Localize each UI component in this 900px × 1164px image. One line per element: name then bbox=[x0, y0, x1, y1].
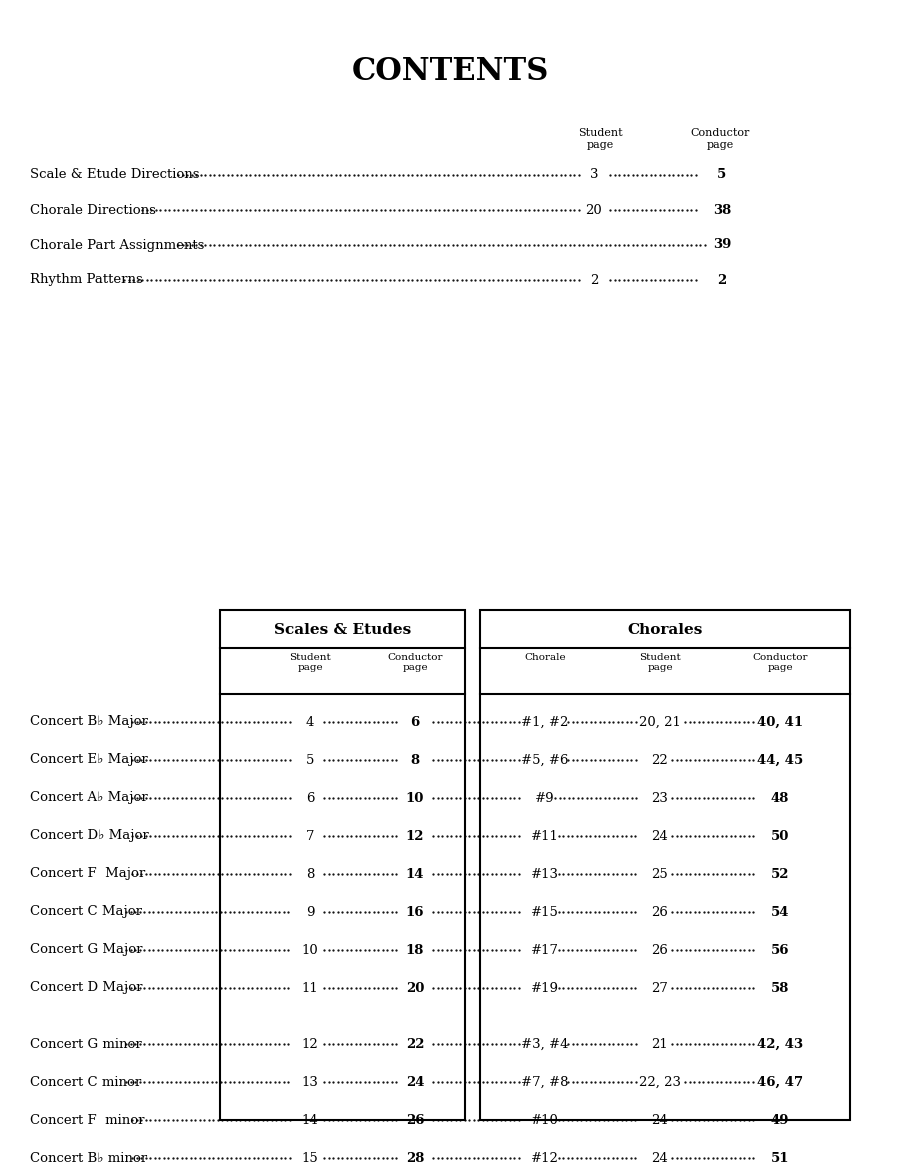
Text: 7: 7 bbox=[306, 830, 314, 843]
Text: 2: 2 bbox=[590, 274, 598, 286]
Text: 11: 11 bbox=[302, 981, 319, 994]
Text: #11: #11 bbox=[531, 830, 559, 843]
Text: 6: 6 bbox=[306, 792, 314, 804]
Text: Chorale Part Assignments: Chorale Part Assignments bbox=[30, 239, 204, 251]
Text: 27: 27 bbox=[652, 981, 669, 994]
Text: Concert A♭ Major: Concert A♭ Major bbox=[30, 792, 148, 804]
Text: #9: #9 bbox=[536, 792, 554, 804]
Text: 21: 21 bbox=[652, 1037, 669, 1050]
Text: #13: #13 bbox=[531, 867, 559, 880]
Text: Concert G minor: Concert G minor bbox=[30, 1037, 142, 1050]
Text: 56: 56 bbox=[770, 944, 789, 957]
Text: Chorale Directions: Chorale Directions bbox=[30, 204, 156, 217]
Text: Concert E♭ Major: Concert E♭ Major bbox=[30, 753, 148, 767]
Text: 38: 38 bbox=[713, 204, 731, 217]
Text: Concert B♭ minor: Concert B♭ minor bbox=[30, 1151, 147, 1164]
Text: #3, #4: #3, #4 bbox=[521, 1037, 569, 1050]
Text: 15: 15 bbox=[302, 1151, 319, 1164]
Text: 14: 14 bbox=[302, 1114, 319, 1127]
Text: 24: 24 bbox=[652, 1151, 669, 1164]
Text: 13: 13 bbox=[302, 1076, 319, 1088]
Bar bbox=[480, 610, 850, 1120]
Text: 10: 10 bbox=[302, 944, 319, 957]
Text: 24: 24 bbox=[406, 1076, 424, 1088]
Text: 12: 12 bbox=[406, 830, 424, 843]
Text: Rhythm Patterns: Rhythm Patterns bbox=[30, 274, 143, 286]
Text: 5: 5 bbox=[306, 753, 314, 767]
Text: 10: 10 bbox=[406, 792, 424, 804]
Text: Conductor
page: Conductor page bbox=[387, 653, 443, 673]
Text: 5: 5 bbox=[717, 169, 726, 182]
Text: #10: #10 bbox=[531, 1114, 559, 1127]
Text: Chorale: Chorale bbox=[524, 653, 566, 662]
Text: Scale & Etude Directions: Scale & Etude Directions bbox=[30, 169, 200, 182]
Text: 24: 24 bbox=[652, 830, 669, 843]
Text: 20: 20 bbox=[406, 981, 424, 994]
Text: Concert B♭ Major: Concert B♭ Major bbox=[30, 716, 148, 729]
Text: 23: 23 bbox=[652, 792, 669, 804]
Text: 49: 49 bbox=[770, 1114, 789, 1127]
Text: 9: 9 bbox=[306, 906, 314, 918]
Text: #15: #15 bbox=[531, 906, 559, 918]
Text: 58: 58 bbox=[770, 981, 789, 994]
Text: 2: 2 bbox=[717, 274, 726, 286]
Text: 48: 48 bbox=[770, 792, 789, 804]
Text: 42, 43: 42, 43 bbox=[757, 1037, 803, 1050]
Text: #1, #2: #1, #2 bbox=[521, 716, 569, 729]
Text: 22: 22 bbox=[652, 753, 669, 767]
Text: Student
page: Student page bbox=[289, 653, 331, 673]
Text: 3: 3 bbox=[590, 169, 598, 182]
Text: 44, 45: 44, 45 bbox=[757, 753, 803, 767]
Text: #7, #8: #7, #8 bbox=[521, 1076, 569, 1088]
Text: #12: #12 bbox=[531, 1151, 559, 1164]
Text: 26: 26 bbox=[652, 944, 669, 957]
Text: 39: 39 bbox=[713, 239, 731, 251]
Text: Scales & Etudes: Scales & Etudes bbox=[274, 623, 411, 637]
Text: 26: 26 bbox=[406, 1114, 424, 1127]
Text: CONTENTS: CONTENTS bbox=[351, 57, 549, 87]
Text: 14: 14 bbox=[406, 867, 424, 880]
Text: 50: 50 bbox=[770, 830, 789, 843]
Text: Concert D♭ Major: Concert D♭ Major bbox=[30, 830, 148, 843]
Text: 6: 6 bbox=[410, 716, 419, 729]
Text: Concert C minor: Concert C minor bbox=[30, 1076, 141, 1088]
Text: #17: #17 bbox=[531, 944, 559, 957]
Text: Student
page: Student page bbox=[578, 128, 622, 150]
Text: 52: 52 bbox=[770, 867, 789, 880]
Text: 20: 20 bbox=[586, 204, 602, 217]
Text: 40, 41: 40, 41 bbox=[757, 716, 803, 729]
Text: #19: #19 bbox=[531, 981, 559, 994]
Text: 51: 51 bbox=[770, 1151, 789, 1164]
Text: 46, 47: 46, 47 bbox=[757, 1076, 803, 1088]
Text: 20, 21: 20, 21 bbox=[639, 716, 681, 729]
Text: 22: 22 bbox=[406, 1037, 424, 1050]
Text: Conductor
page: Conductor page bbox=[690, 128, 750, 150]
Text: Conductor
page: Conductor page bbox=[752, 653, 808, 673]
Text: 22, 23: 22, 23 bbox=[639, 1076, 681, 1088]
Text: Concert F  minor: Concert F minor bbox=[30, 1114, 145, 1127]
Text: 8: 8 bbox=[306, 867, 314, 880]
Text: 8: 8 bbox=[410, 753, 419, 767]
Text: 26: 26 bbox=[652, 906, 669, 918]
Text: 25: 25 bbox=[652, 867, 669, 880]
Text: 24: 24 bbox=[652, 1114, 669, 1127]
Text: Student
page: Student page bbox=[639, 653, 681, 673]
Text: 16: 16 bbox=[406, 906, 424, 918]
Text: 4: 4 bbox=[306, 716, 314, 729]
Text: #5, #6: #5, #6 bbox=[521, 753, 569, 767]
Text: 12: 12 bbox=[302, 1037, 319, 1050]
Text: Concert G Major: Concert G Major bbox=[30, 944, 142, 957]
Text: 28: 28 bbox=[406, 1151, 424, 1164]
Text: Concert D Major: Concert D Major bbox=[30, 981, 142, 994]
Text: Chorales: Chorales bbox=[627, 623, 703, 637]
Bar bbox=[220, 610, 465, 1120]
Text: 18: 18 bbox=[406, 944, 424, 957]
Text: Concert C Major: Concert C Major bbox=[30, 906, 142, 918]
Text: 54: 54 bbox=[770, 906, 789, 918]
Text: Concert F  Major: Concert F Major bbox=[30, 867, 145, 880]
